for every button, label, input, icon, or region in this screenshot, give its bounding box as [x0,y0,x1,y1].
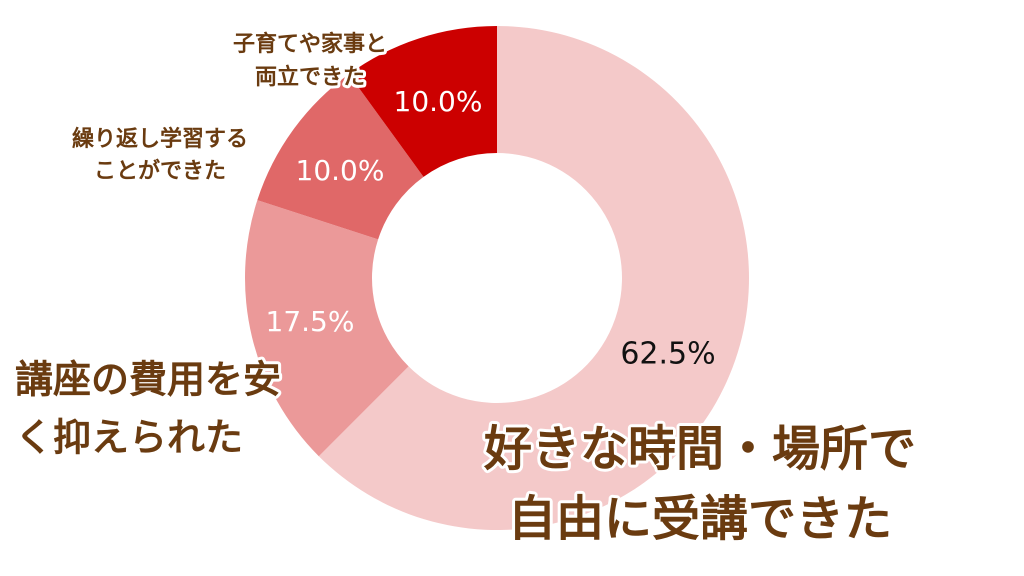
category-label: く抑えられた [15,416,243,460]
category-label: 講座の費用を安 [15,358,281,402]
value-label: 62.5% [620,337,715,372]
category-label: 繰り返し学習する [72,126,248,152]
category-label: 好きな時間・場所で [483,421,916,477]
category-label: 両立できた [255,64,365,90]
category-label: 子育てや家事と [233,31,387,57]
donut-slice [257,74,424,240]
donut-slice [348,26,497,177]
value-label: 10.0% [394,85,483,118]
value-label: 10.0% [296,154,385,187]
category-label: ことができた [94,158,226,184]
category-label: 自由に受講できた [508,491,892,547]
donut-slice [318,26,749,530]
donut-slice [245,200,409,457]
value-label: 17.5% [266,305,355,338]
